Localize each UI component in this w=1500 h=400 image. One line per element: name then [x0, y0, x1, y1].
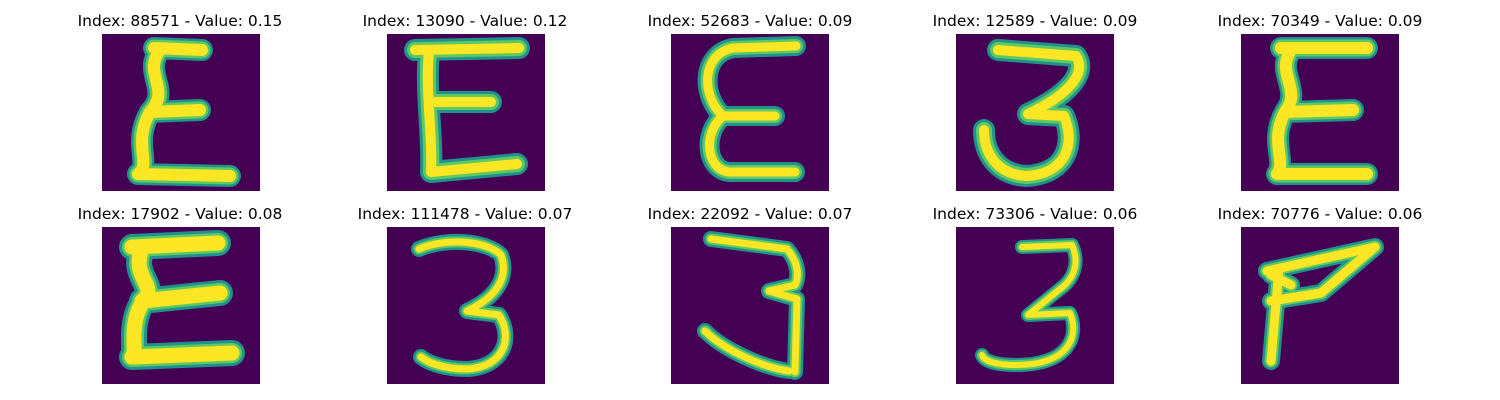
sample-title: Index: 111478 - Value: 0.07	[357, 205, 573, 223]
sample-image	[671, 34, 829, 191]
glyph-e-round	[697, 36, 806, 182]
sample-title: Index: 52683 - Value: 0.09	[647, 12, 853, 30]
sample-image	[1241, 227, 1399, 384]
glyph-three	[411, 233, 514, 377]
sample-title: Index: 88571 - Value: 0.15	[77, 12, 283, 30]
sample-image	[102, 227, 260, 384]
sample-title: Index: 73306 - Value: 0.06	[932, 205, 1138, 223]
sample-title: Index: 13090 - Value: 0.12	[362, 12, 568, 30]
sample-cell: Index: 12589 - Value: 0.09	[875, 0, 1195, 191]
glyph-three	[973, 39, 1091, 187]
sample-image	[671, 227, 829, 384]
sample-title: Index: 70776 - Value: 0.06	[1217, 205, 1423, 223]
glyph-three-tall	[697, 231, 806, 380]
sample-image	[956, 227, 1114, 384]
glyph-e-wavy	[127, 37, 241, 187]
sample-image	[387, 34, 545, 191]
sample-image	[387, 227, 545, 384]
glyph-three-thin	[975, 238, 1083, 372]
sample-cell: Index: 88571 - Value: 0.15	[20, 0, 340, 191]
sample-title: Index: 70349 - Value: 0.09	[1217, 12, 1423, 30]
glyph-e-bold	[119, 230, 245, 370]
glyph-e-wavy	[1266, 37, 1378, 185]
sample-cell: Index: 73306 - Value: 0.06	[875, 193, 1195, 384]
glyph-f-slant	[1258, 238, 1384, 370]
sample-cell: Index: 13090 - Value: 0.12	[305, 0, 625, 191]
sample-cell: Index: 22092 - Value: 0.07	[590, 193, 910, 384]
sample-title: Index: 17902 - Value: 0.08	[77, 205, 283, 223]
sample-image	[956, 34, 1114, 191]
sample-cell: Index: 52683 - Value: 0.09	[590, 0, 910, 191]
sample-cell: Index: 111478 - Value: 0.07	[305, 193, 625, 384]
glyph-e	[404, 37, 530, 183]
sample-title: Index: 12589 - Value: 0.09	[932, 12, 1138, 30]
sample-cell: Index: 70349 - Value: 0.09	[1160, 0, 1480, 191]
sample-cell: Index: 17902 - Value: 0.08	[20, 193, 340, 384]
sample-image	[1241, 34, 1399, 191]
sample-image	[102, 34, 260, 191]
sample-cell: Index: 70776 - Value: 0.06	[1160, 193, 1480, 384]
sample-title: Index: 22092 - Value: 0.07	[647, 205, 853, 223]
